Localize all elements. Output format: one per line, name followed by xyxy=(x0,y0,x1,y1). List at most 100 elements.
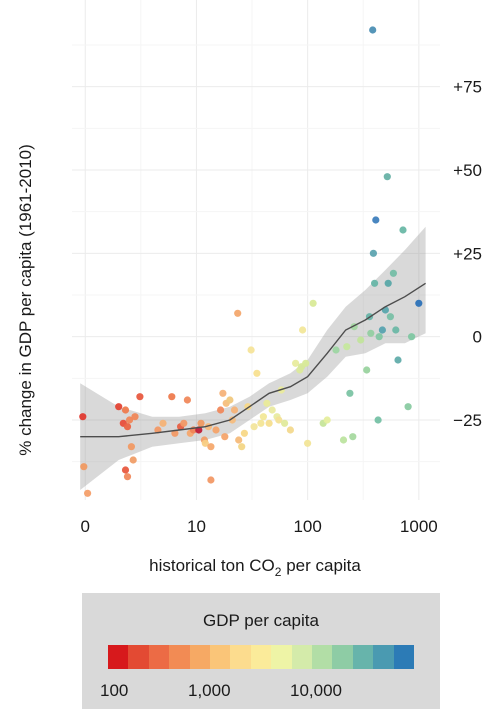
legend-label-10000: 10,000 xyxy=(290,681,342,700)
legend-label-100: 100 xyxy=(100,681,129,700)
legend-color-swatch xyxy=(108,645,129,669)
data-point xyxy=(171,429,179,437)
data-point xyxy=(125,416,134,424)
x-tick-label: 1000 xyxy=(400,517,438,536)
data-point xyxy=(339,436,348,444)
data-point xyxy=(304,439,312,447)
trend-line xyxy=(80,282,426,438)
data-point xyxy=(367,329,375,337)
legend-color-swatch xyxy=(352,645,374,669)
data-point xyxy=(268,406,276,414)
x-tick-label: 100 xyxy=(293,517,321,536)
data-point xyxy=(371,279,379,287)
data-point xyxy=(346,389,354,397)
legend-color-swatch xyxy=(250,645,272,669)
scatter-points xyxy=(79,26,423,497)
y-tick-label: +50 xyxy=(453,161,482,180)
data-point xyxy=(386,313,394,321)
legend-color-swatch xyxy=(312,645,333,669)
x-axis-label-end: per capita xyxy=(281,556,361,575)
data-point xyxy=(123,423,132,431)
legend-color-swatch xyxy=(373,645,394,669)
grid xyxy=(72,0,440,500)
color-legend: GDP per capita 100 1,000 10,000 xyxy=(82,593,440,709)
data-point xyxy=(226,396,234,404)
data-point xyxy=(369,26,377,34)
legend-color-swatch xyxy=(210,645,231,669)
data-point xyxy=(234,309,242,317)
data-point xyxy=(378,326,386,334)
data-point xyxy=(263,399,271,407)
data-point xyxy=(217,406,225,414)
data-point xyxy=(253,369,261,377)
legend-title: GDP per capita xyxy=(203,611,319,630)
data-point xyxy=(79,413,87,421)
legend-color-swatch xyxy=(271,645,292,669)
legend-color-swatch xyxy=(148,645,170,669)
data-point xyxy=(250,423,258,431)
y-tick-label: +75 xyxy=(453,78,482,97)
legend-color-swatch xyxy=(189,645,211,669)
data-point xyxy=(84,489,92,497)
data-point xyxy=(127,443,135,451)
data-point xyxy=(404,403,412,411)
data-point xyxy=(228,416,236,424)
x-axis-label-subscript: 2 xyxy=(275,565,282,579)
data-point xyxy=(408,333,416,341)
data-point xyxy=(369,249,377,257)
data-point xyxy=(115,403,123,411)
legend-color-swatch xyxy=(169,645,190,669)
data-point xyxy=(121,466,130,474)
legend-label-1000: 1,000 xyxy=(188,681,231,700)
data-point xyxy=(372,216,380,224)
data-point xyxy=(343,343,351,351)
data-point xyxy=(349,433,357,441)
legend-color-swatch xyxy=(332,645,353,669)
data-point xyxy=(168,393,176,401)
data-point xyxy=(207,476,215,484)
y-axis-label: % change in GDP per capita (1961-2010) xyxy=(16,144,35,456)
data-point xyxy=(259,413,267,421)
data-point xyxy=(281,419,289,427)
y-tick-labels: +75 +50 +25 0 −25 xyxy=(453,78,482,430)
data-point xyxy=(292,359,300,367)
data-point xyxy=(357,336,365,344)
y-tick-label: 0 xyxy=(473,328,482,347)
data-point xyxy=(363,366,371,374)
data-point xyxy=(394,356,402,364)
data-point xyxy=(299,326,307,334)
data-point xyxy=(201,439,209,447)
data-point xyxy=(247,346,255,354)
data-point xyxy=(212,426,220,434)
data-point xyxy=(80,463,88,471)
x-tick-label: 10 xyxy=(187,517,206,536)
data-point xyxy=(129,456,137,464)
legend-color-swatch xyxy=(393,645,415,669)
data-point xyxy=(197,419,205,427)
legend-color-swatch xyxy=(291,645,313,669)
data-point xyxy=(265,419,273,427)
data-point xyxy=(374,416,382,424)
confidence-band xyxy=(80,226,426,490)
data-point xyxy=(180,419,188,427)
legend-color-swatch xyxy=(128,645,149,669)
data-point xyxy=(257,419,265,427)
data-point xyxy=(219,389,227,397)
data-point xyxy=(383,173,391,181)
data-point xyxy=(235,436,243,444)
data-point xyxy=(121,406,130,414)
legend-color-bar xyxy=(108,645,415,669)
x-tick-label: 0 xyxy=(81,517,90,536)
x-axis-label-main: historical ton CO xyxy=(149,556,275,575)
data-point xyxy=(136,393,144,401)
y-tick-label: −25 xyxy=(453,411,482,430)
data-point xyxy=(221,433,229,441)
data-point xyxy=(392,326,400,334)
data-point xyxy=(323,416,331,424)
data-point xyxy=(131,413,139,421)
data-point xyxy=(384,279,392,287)
data-point xyxy=(399,226,407,234)
data-point xyxy=(238,443,246,451)
legend-color-swatch xyxy=(230,645,251,669)
